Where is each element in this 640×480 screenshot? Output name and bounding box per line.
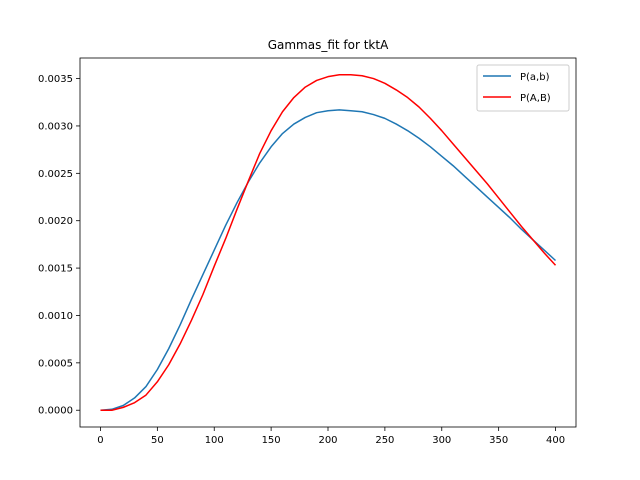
x-tick-label: 50	[151, 435, 164, 446]
x-tick-label: 250	[375, 435, 394, 446]
y-tick-label: 0.0035	[38, 74, 73, 85]
series-layer	[100, 74, 557, 411]
x-tick-label: 200	[318, 435, 337, 446]
x-axis: 0 50 100 150 200 250 300 350 400	[97, 427, 565, 446]
y-tick-label: 0.0030	[38, 121, 73, 132]
x-tick-label: 150	[262, 435, 281, 446]
y-tick-label: 0.0015	[38, 264, 73, 275]
y-tick-label: 0.0005	[38, 358, 73, 369]
y-tick-label: 0.0000	[38, 406, 73, 417]
x-tick-label: 0	[97, 435, 103, 446]
y-tick-label: 0.0020	[38, 216, 73, 227]
legend-label-p-ab-upper: P(A,B)	[520, 93, 551, 104]
series-line-1	[100, 74, 557, 411]
x-tick-label: 400	[546, 435, 565, 446]
x-tick-label: 100	[205, 435, 224, 446]
y-tick-label: 0.0010	[38, 311, 73, 322]
x-tick-label: 300	[432, 435, 451, 446]
legend-label-p-ab-lower: P(a,b)	[520, 72, 550, 83]
legend: P(a,b) P(A,B)	[476, 64, 570, 112]
chart-title: Gammas_fit for tktA	[268, 38, 389, 52]
x-tick-label: 350	[489, 435, 508, 446]
y-tick-label: 0.0025	[38, 169, 73, 180]
series-line-0	[100, 109, 557, 411]
y-axis: 0.0000 0.0005 0.0010 0.0015 0.0020 0.0025 0.00…	[38, 74, 80, 417]
